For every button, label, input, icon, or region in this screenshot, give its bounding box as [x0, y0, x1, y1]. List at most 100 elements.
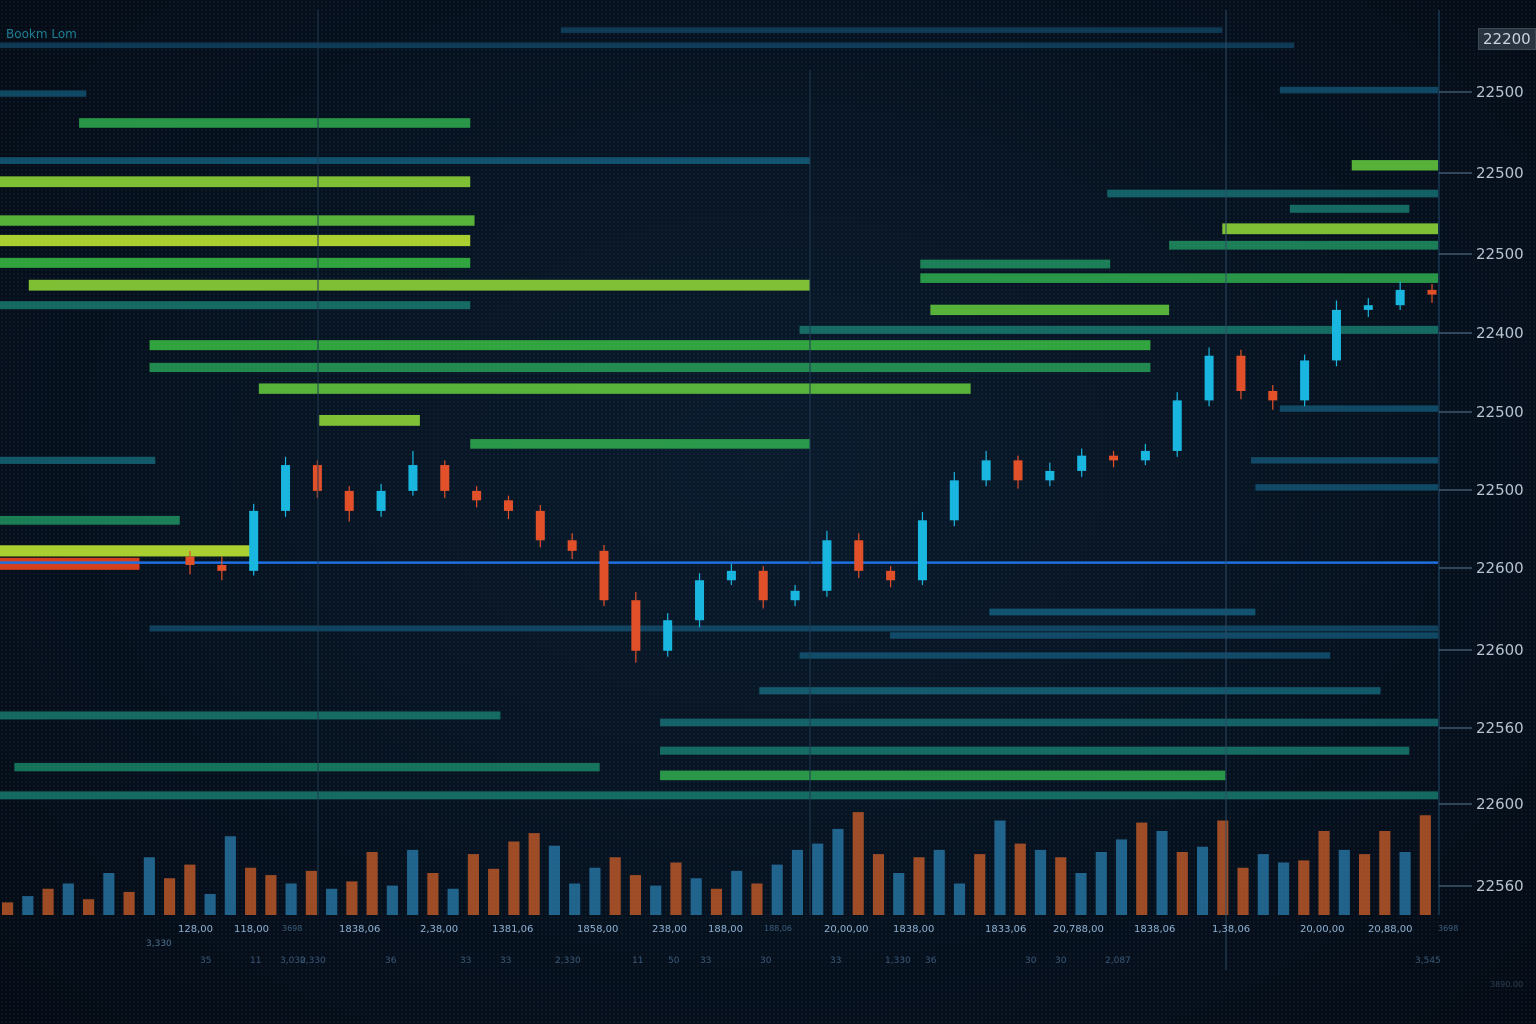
candle-up [1045, 470, 1055, 481]
volume-bar [974, 854, 986, 915]
volume-bar [447, 888, 459, 915]
heatmap-band [989, 608, 1256, 616]
x-axis-label: 1838,00 [893, 924, 935, 935]
heatmap-band [660, 746, 1410, 755]
volume-bar [548, 845, 560, 915]
x-axis-minor-label: 11 [250, 956, 262, 966]
volume-bar [407, 849, 419, 915]
volume-bar [184, 864, 196, 915]
heatmap-band [470, 439, 810, 449]
candle-up [663, 620, 673, 651]
candle-down [886, 570, 896, 581]
x-axis-label: 2,38,00 [420, 924, 459, 935]
volume-bar [710, 888, 723, 915]
candle-down [1013, 460, 1023, 481]
volume-bar [670, 862, 682, 915]
heatmap-band [0, 791, 1438, 800]
volume-bar [731, 870, 743, 915]
x-axis-minor-label: 33 [500, 956, 512, 966]
x-axis-minor-label: 50 [668, 956, 680, 966]
heatmap-band [0, 176, 471, 188]
candle-up [1300, 360, 1310, 401]
y-axis-label: 22500 [1476, 403, 1524, 421]
x-axis-minor-label: 30 [1025, 956, 1037, 966]
candle-up [822, 540, 832, 591]
heatmap-band [0, 456, 156, 464]
x-axis-minor-label: 33 [460, 956, 472, 966]
volume-bar [629, 875, 641, 915]
candle-down [1427, 289, 1437, 295]
heatmap-band [79, 118, 471, 128]
x-axis-minor-label: 33 [830, 956, 842, 966]
volume-bar [933, 849, 945, 915]
heatmap-band [0, 545, 251, 557]
heatmap-band [1169, 240, 1438, 250]
heatmap-band [799, 325, 1438, 334]
candle-down [185, 556, 195, 565]
heatmap-band [0, 257, 471, 268]
volume-bar [467, 854, 479, 915]
heatmap-band [560, 27, 1223, 33]
candles-layer [185, 281, 1437, 663]
heatmap-band [28, 279, 810, 291]
volume-bar [83, 899, 95, 915]
y-axis-label: 22560 [1476, 877, 1524, 895]
volume-bar [589, 867, 601, 915]
candle-up [1172, 400, 1182, 451]
candle-down [631, 600, 641, 651]
x-axis-minor-label: 3,030 [280, 956, 306, 966]
candle-down [440, 465, 450, 491]
x-axis-minor-label: 1,330 [885, 956, 911, 966]
x-axis-label: 238,00 [652, 924, 687, 935]
candle-down [344, 490, 354, 511]
candle-down [567, 540, 577, 551]
volume-bar [1034, 849, 1047, 915]
x-axis-minor-label: 35 [200, 956, 212, 966]
volume-bar [62, 883, 74, 915]
x-axis-minor-label: 36 [925, 956, 937, 966]
x-axis-label: 20,88,00 [1368, 924, 1413, 935]
heatmap-band [0, 157, 810, 164]
heatmap-band [660, 718, 1438, 727]
heatmap-band [0, 711, 501, 720]
y-axis-label: 22600 [1476, 559, 1524, 577]
x-axis-minor-label: 11 [632, 956, 644, 966]
heatmap-band [0, 234, 471, 247]
heatmap-band [890, 632, 1438, 639]
volume-bar [103, 873, 115, 915]
volume-bar [42, 888, 54, 915]
volume-bar [650, 885, 662, 915]
volume-bar [305, 870, 317, 915]
candle-down [854, 540, 864, 571]
heatmap-band [660, 770, 1226, 781]
volume-bar [994, 820, 1006, 915]
heatmap-band [920, 273, 1438, 283]
x-axis-minor-label: 2,087 [1105, 956, 1131, 966]
volume-bar [508, 841, 520, 915]
heatmap-band [1255, 484, 1438, 491]
y-axis-label: 22500 [1476, 83, 1524, 101]
candle-down [1268, 390, 1278, 401]
volume-bar [1136, 822, 1148, 915]
volume-bar [1419, 815, 1431, 915]
volume-bar [953, 883, 966, 915]
volume-bar [913, 857, 925, 915]
volume-bar [2, 902, 14, 915]
x-axis-label: 3698 [282, 924, 303, 933]
heatmap-band [0, 215, 475, 226]
y-axis-label: 22600 [1476, 641, 1524, 659]
x-axis-label: 188,06 [764, 924, 792, 933]
heatmap-band [759, 687, 1381, 695]
candle-down [535, 510, 545, 541]
y-axis-label: 22500 [1476, 245, 1524, 263]
volume-bar [224, 836, 236, 915]
candle-up [281, 465, 291, 511]
volume-bar [1217, 820, 1229, 915]
heatmap-band [319, 414, 420, 426]
candle-down [472, 490, 482, 501]
x-axis-label: 1,38,06 [1212, 924, 1251, 935]
heatmap-band [0, 301, 471, 310]
volume-bar [143, 857, 155, 915]
volume-bar [22, 896, 34, 915]
